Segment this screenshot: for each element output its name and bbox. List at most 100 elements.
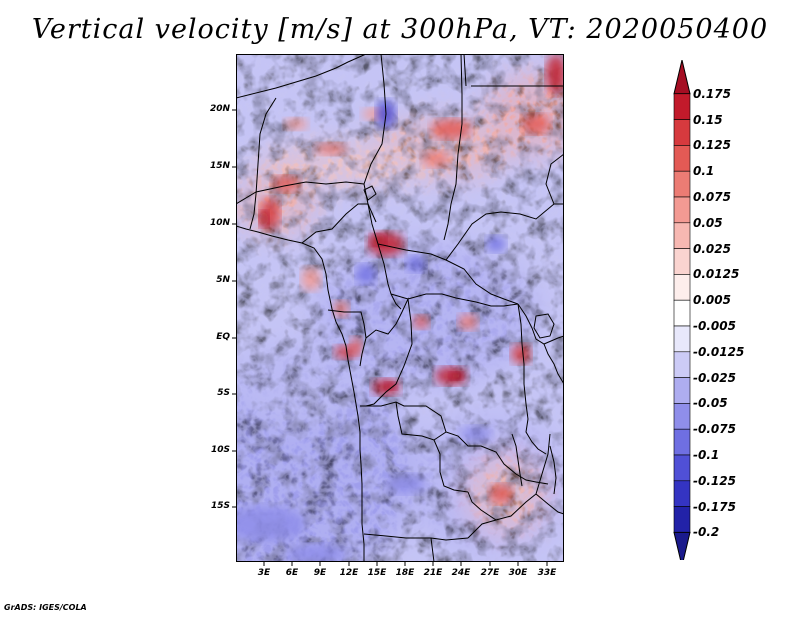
boundary-angola [395,401,447,441]
lon-label-6e: 6E [285,568,299,578]
convective-cell [315,143,347,155]
boundary-chad-west [363,54,387,223]
lat-ticks [232,109,236,508]
colorbar-box [673,299,691,327]
boundary-congo [365,297,413,407]
boundary-car-north [377,243,519,305]
convective-cell [413,315,429,329]
colorbar-label: 0.005 [693,293,731,308]
colorbar-label: -0.125 [693,473,736,488]
convective-cell [350,337,362,355]
boundary-angola-zambia [433,439,469,493]
convective-cell [449,372,463,380]
boundary-zimbabwe [467,519,497,539]
colorbar-label: -0.005 [693,319,736,333]
convective-cell [431,119,471,139]
boundary-car-south [390,293,519,307]
lon-label-9e: 9E [313,568,327,578]
boundary-niger-west [255,97,277,195]
colorbar-box [673,222,691,249]
convective-cell [458,314,478,330]
convective-cell [406,256,426,272]
colorbar-label: 0.075 [693,190,731,204]
colorbar-label: 0.05 [693,215,723,230]
boundary-libya-egypt [463,54,467,87]
boundary-chad-east [443,54,463,241]
colorbar-arrow-bottom [673,531,691,560]
lon-label-27e: 27E [480,568,500,578]
lat-label-15n: 15N [209,161,230,171]
lon-label-3e: 3E [257,568,271,578]
colorbar-label: 0.1 [693,164,715,179]
boundary-sahara-north [236,54,367,99]
convective-cell [259,211,269,227]
lat-label-eq: EQ [216,332,230,342]
lon-label-12e: 12E [339,568,359,578]
convective-cell [370,234,386,246]
lake-chad [363,185,377,201]
convective-cell [236,506,306,542]
lon-label-21e: 21E [423,568,443,578]
colorbar-box [673,145,691,172]
boundary-botswana [430,537,435,562]
coastline-west [236,225,365,562]
colorbar-box [673,506,691,533]
colorbar-label: 0.175 [693,86,731,101]
grads-credit: GrADS: IGES/COLA [4,603,87,612]
map-panel [236,54,564,562]
lake-tanganyika [511,433,523,487]
colorbar-label: -0.1 [693,448,720,462]
chart-title: Vertical velocity [m/s] at 300hPa, VT: 2… [31,14,769,45]
boundary-tanzania [543,343,564,385]
colorbar-box [673,428,691,456]
colorbar-label: 0.125 [693,138,731,153]
lat-label-15s: 15S [210,501,230,511]
lon-label-33e: 33E [537,568,557,578]
convective-cell [333,301,349,317]
colorbar-label: -0.025 [693,370,736,385]
convective-cell [546,54,564,94]
lon-label-24e: 24E [451,568,471,578]
colorbar-arrow-top [673,60,691,95]
colorbar-box [673,325,691,353]
colorbar-label: -0.075 [693,422,736,437]
colorbar-box [673,454,691,482]
lat-label-10n: 10N [209,218,230,228]
convective-cell [386,474,426,494]
colorbar-box [673,351,691,378]
colorbar-label: -0.05 [693,396,728,411]
colorbar [673,60,691,560]
colorbar-label: 0.0125 [693,267,740,282]
colorbar-box [673,480,691,507]
convective-cell [385,382,397,390]
colorbar-box [673,93,691,120]
lon-label-30e: 30E [508,568,528,578]
colorbar-label: -0.0125 [693,344,745,359]
lat-label-5n: 5N [216,275,230,285]
convective-cell [422,151,450,167]
convective-cell [272,176,300,192]
boundary-south-sudan [445,203,564,261]
colorbar-box [673,196,691,224]
lat-label-5s: 5S [217,388,230,398]
convective-cells [236,54,564,562]
colorbar-box [673,248,691,275]
vertical-velocity-map [236,54,564,562]
colorbar-box [673,403,691,430]
convective-cell [284,118,308,130]
lake-malawi [549,445,557,495]
convective-cell [286,544,346,562]
colorbar-box [673,377,691,404]
colorbar-label: 0.15 [693,112,723,127]
boundary-ethiopia [545,153,564,205]
lake-victoria [533,313,555,339]
convective-cell [511,344,531,364]
lon-label-15e: 15E [367,568,387,578]
boundary-malawi [535,433,551,495]
boundary-drc-east [517,303,547,455]
lon-ticks [263,562,548,566]
convective-cell [486,236,506,252]
boundary-angola-namibia [363,533,469,541]
lat-label-10s: 10S [210,445,230,455]
boundary-mozambique [535,493,564,515]
